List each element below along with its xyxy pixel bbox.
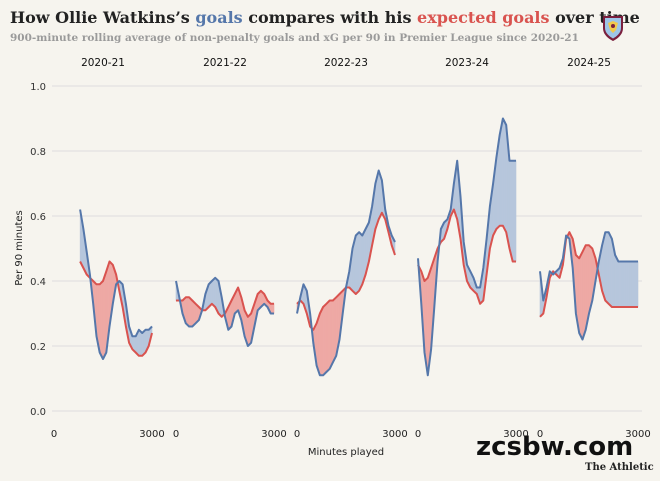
goals-line	[296, 169, 396, 377]
title-goals: goals	[195, 8, 243, 27]
chart-subtitle: 900-minute rolling average of non-penalt…	[10, 32, 579, 44]
goals-above-xg-area	[637, 261, 639, 308]
xg-line	[539, 231, 638, 318]
y-tick-label: 1.0	[30, 82, 46, 93]
goals-line	[539, 231, 638, 341]
xg-line	[417, 208, 516, 305]
facet-title: 2021-22	[203, 57, 247, 69]
y-tick-label: 0.2	[30, 342, 46, 353]
facet-2023-24: 2023-24 0 3000	[415, 57, 529, 440]
y-tick-label: 0.0	[30, 407, 46, 418]
facet-title: 2020-21	[81, 57, 125, 69]
facet-2021-22: 2021-22 0 3000	[173, 57, 287, 440]
y-axis-label: Per 90 minutes	[14, 210, 25, 286]
goals-line	[79, 209, 153, 360]
facet-2020-21: 2020-21 0 3000	[51, 57, 165, 440]
y-tick-label: 0.6	[30, 212, 46, 223]
x-tick-label: 0	[294, 429, 300, 440]
x-tick-label: 3000	[139, 429, 164, 440]
y-tick-label: 0.8	[30, 147, 46, 158]
goals-above-xg-area	[515, 160, 517, 262]
xg-line	[296, 211, 396, 331]
title-part2: compares with his	[242, 8, 418, 27]
x-tick-label: 3000	[503, 429, 528, 440]
x-tick-label: 3000	[261, 429, 286, 440]
chart-title: How Ollie Watkins’s goals compares with …	[10, 8, 640, 27]
xg-above-goals-area	[273, 303, 275, 314]
goals-line	[417, 117, 516, 377]
x-tick-label: 0	[51, 429, 57, 440]
xg-line	[79, 260, 153, 357]
facet-title: 2022-23	[324, 57, 368, 69]
title-part1: How Ollie Watkins’s	[10, 8, 196, 27]
watermark-text: zcsbw.com	[476, 432, 634, 462]
club-crest-icon	[603, 16, 623, 41]
x-tick-label: 3000	[382, 429, 407, 440]
x-tick-label: 0	[415, 429, 421, 440]
goals-line	[175, 276, 274, 347]
x-tick-label: 0	[537, 429, 543, 440]
title-xg: expected goals	[417, 8, 550, 27]
facet-2022-23: 2022-23 0 3000	[294, 57, 408, 440]
x-tick-label: 0	[173, 429, 179, 440]
y-tick-label: 0.4	[30, 277, 46, 288]
facet-title: 2023-24	[445, 57, 489, 69]
x-axis-label: Minutes played	[308, 447, 384, 458]
source-credit: The Athletic	[585, 462, 654, 473]
x-tick-label: 3000	[625, 429, 650, 440]
facet-title: 2024-25	[567, 57, 611, 69]
facet-2024-25: 2024-25 0 3000	[537, 57, 651, 440]
